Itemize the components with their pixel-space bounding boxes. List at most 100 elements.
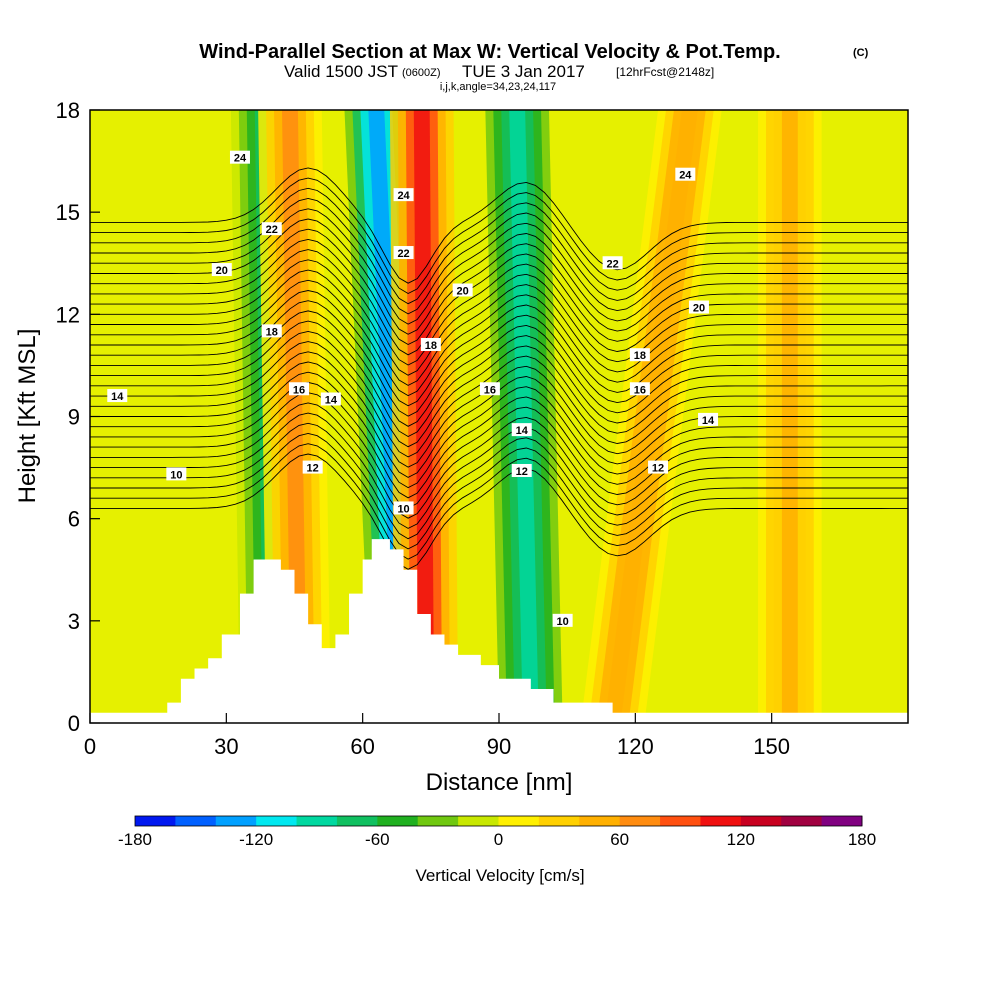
theta-contours (90, 167, 908, 570)
contour-label: 20 (457, 285, 469, 297)
theta-contour-line (90, 167, 908, 284)
theta-contour-line (90, 330, 908, 448)
theta-contour-line (90, 433, 908, 550)
colorbar-swatch (256, 816, 298, 826)
colorbar-swatch (458, 816, 499, 826)
theta-contour-line (90, 392, 908, 509)
colorbar (134, 815, 863, 827)
contour-label-bg (302, 460, 323, 474)
contour-label: 12 (652, 463, 664, 475)
theta-contour-line (90, 269, 908, 386)
contour-label-bg (698, 412, 719, 426)
colorbar-label: Vertical Velocity [cm/s] (415, 866, 584, 885)
contour-label-bg (629, 348, 650, 362)
contour-label-bg (511, 463, 532, 477)
contour-label: 12 (516, 466, 528, 478)
colorbar-tick-label: 60 (610, 830, 629, 849)
contour-label: 10 (556, 616, 568, 628)
valid-time-utc: (0600Z) (402, 67, 441, 79)
y-tick-label: 15 (56, 200, 80, 225)
theta-contour-line (90, 259, 908, 376)
x-tick-label: 90 (487, 734, 511, 759)
x-tick-label: 60 (350, 734, 374, 759)
valid-date: TUE 3 Jan 2017 (462, 62, 585, 81)
theta-contour-line (90, 177, 908, 295)
colorbar-swatch (821, 816, 863, 826)
theta-contour-line (90, 341, 908, 458)
contour-label: 14 (325, 394, 338, 406)
contour-label: 24 (397, 190, 410, 202)
contour-label: 18 (634, 350, 646, 362)
contour-label-bg (261, 324, 282, 338)
colorbar-swatch (175, 816, 217, 826)
theta-contour-line (90, 228, 908, 346)
x-tick-label: 120 (617, 734, 654, 759)
contour-label: 16 (484, 384, 496, 396)
grid-indices: i,j,k,angle=34,23,24,117 (440, 81, 556, 93)
theta-contour-labels: 24 22 20 18 16 14 14 12 10 24 22 20 18 16 14 12 10 10 24 22… (107, 150, 719, 628)
colorbar-swatch (740, 816, 782, 826)
contour-label-bg (166, 467, 187, 481)
theta-contour-line (90, 412, 908, 529)
contour-label-bg (320, 392, 341, 406)
colorbar-ticks: -180 -120 -60 0 60 120 180 (118, 830, 876, 849)
contour-label-bg (629, 382, 650, 396)
copyright-mark: (C) (853, 47, 869, 59)
colorbar-tick-label: 120 (727, 830, 755, 849)
colorbar-swatch (660, 816, 701, 826)
theta-contour-line (90, 422, 908, 540)
colorbar-tick-label: -120 (239, 830, 273, 849)
y-tick-label: 0 (68, 711, 80, 736)
y-axis-ticks: 0 3 6 9 12 15 18 (56, 98, 100, 736)
contour-label-bg (511, 423, 532, 437)
theta-contour-line (90, 381, 908, 499)
contour-label: 22 (606, 258, 618, 270)
colorbar-tick-label: -60 (365, 830, 390, 849)
colorbar-swatch (135, 816, 176, 826)
y-tick-label: 18 (56, 98, 80, 123)
theta-contour-line (90, 300, 908, 417)
terrain (90, 539, 908, 723)
contour-label: 22 (397, 248, 409, 260)
colorbar-swatch (377, 816, 419, 826)
x-tick-label: 0 (84, 734, 96, 759)
colorbar-swatch (700, 816, 742, 826)
x-tick-label: 30 (214, 734, 238, 759)
x-tick-label: 150 (753, 734, 790, 759)
contour-label-bg (479, 382, 500, 396)
contour-label: 20 (693, 303, 705, 315)
contour-label: 14 (702, 415, 715, 427)
contour-label-bg (393, 188, 414, 202)
theta-contour-line (90, 453, 908, 570)
contour-label: 16 (634, 384, 646, 396)
y-axis-label: Height [Kft MSL] (14, 329, 41, 504)
velocity-band (282, 110, 307, 723)
contour-label-bg (107, 389, 128, 403)
forecast-info: [12hrFcst@2148z] (616, 65, 714, 79)
theta-contour-line (90, 443, 908, 560)
contour-label: 12 (307, 463, 319, 475)
contour-label-bg (452, 283, 473, 297)
colorbar-swatch (336, 816, 378, 826)
theta-contour-line (90, 208, 908, 325)
contour-label-bg (648, 460, 669, 474)
contour-label: 24 (679, 170, 692, 182)
contour-label-bg (552, 613, 573, 627)
y-tick-label: 12 (56, 302, 80, 327)
contour-label: 14 (516, 425, 529, 437)
contour-label-bg (211, 263, 232, 277)
contour-label-bg (393, 246, 414, 260)
contour-label: 10 (170, 469, 182, 481)
contour-label-bg (289, 382, 310, 396)
theta-contour-line (90, 187, 908, 305)
contour-label-bg (420, 337, 441, 351)
contour-label-bg (261, 222, 282, 236)
theta-contour-line (90, 290, 908, 407)
contour-label-bg (229, 150, 250, 164)
colorbar-tick-label: 0 (494, 830, 503, 849)
velocity-band (509, 110, 539, 723)
y-tick-label: 6 (68, 507, 80, 532)
colorbar-swatch (538, 816, 580, 826)
colorbar-frame (134, 815, 863, 827)
